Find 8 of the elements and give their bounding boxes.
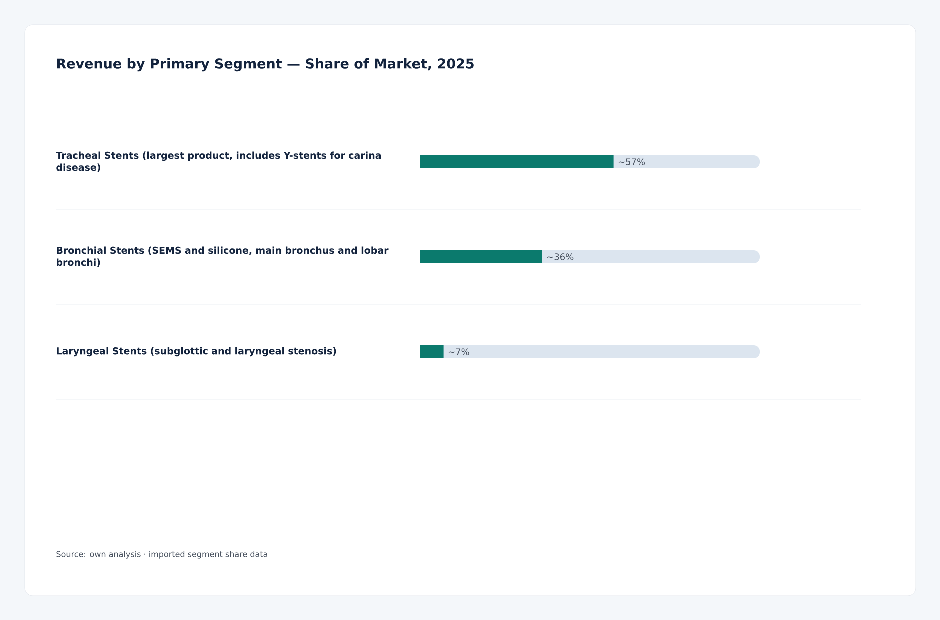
text: Revenue by Primary Segment — Share of Market, 2025 — [57, 58, 474, 72]
data-label: ~36% — [548, 254, 574, 260]
source-note: Source: own analysis · imported segment share data — [56, 551, 268, 559]
data-label: ~57% — [618, 158, 646, 166]
y-tick-label: Laryngeal Stents (subglottic and laryngeal stenosis) — [57, 347, 336, 357]
y-tick-label: Bronchial Stents (SEMS and silicone, main bronchus and lobar bronchi) — [57, 246, 389, 268]
data-label: ~7% — [448, 348, 470, 356]
y-tick-label: Tracheal Stents (largest product, includes Y-stents for carina disease) — [56, 152, 382, 172]
